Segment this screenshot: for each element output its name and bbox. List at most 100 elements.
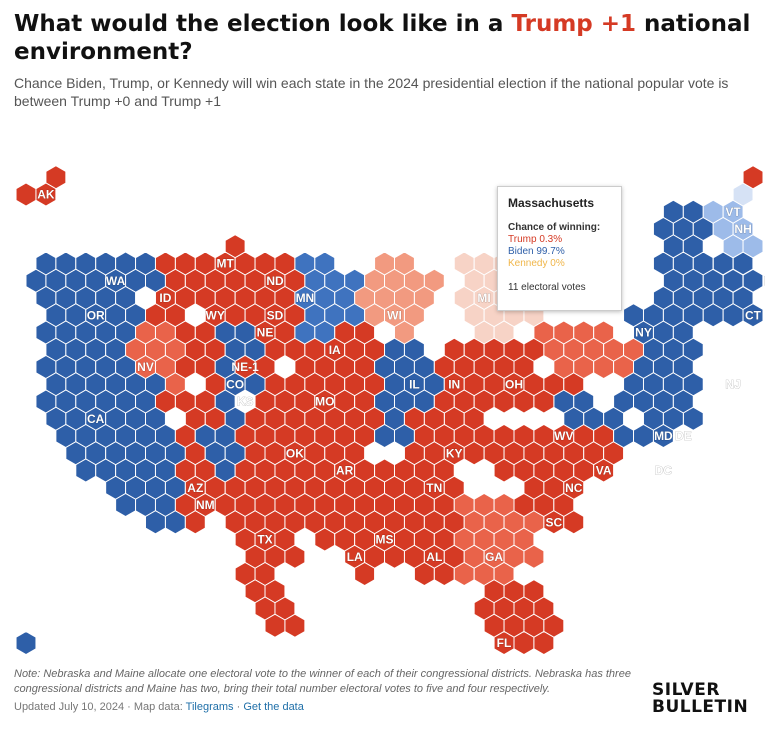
hex-tile[interactable] xyxy=(662,303,684,328)
hex-tile[interactable] xyxy=(553,458,575,483)
state-az[interactable] xyxy=(154,389,226,535)
state-nc[interactable] xyxy=(493,423,625,483)
hex-tile[interactable] xyxy=(672,354,694,380)
hex-tile[interactable] xyxy=(722,234,744,259)
hex-tile[interactable] xyxy=(573,354,595,380)
hex-tile[interactable] xyxy=(533,389,555,414)
hex-tile[interactable] xyxy=(284,613,306,638)
state-va[interactable] xyxy=(553,389,635,449)
hex-tile[interactable] xyxy=(493,389,515,414)
hex-tile[interactable] xyxy=(513,630,535,656)
hex-tile[interactable] xyxy=(35,182,57,207)
hex-tile[interactable] xyxy=(613,423,635,449)
hex-tile[interactable] xyxy=(314,527,336,552)
state-md[interactable] xyxy=(613,354,684,414)
hex-tile[interactable] xyxy=(354,561,376,587)
state-ar[interactable] xyxy=(314,441,366,518)
hex-tile[interactable] xyxy=(284,544,306,569)
state-nv[interactable] xyxy=(125,320,186,397)
state-ak[interactable] xyxy=(15,165,67,207)
state-or[interactable] xyxy=(35,303,147,362)
hex-tile[interactable] xyxy=(453,561,475,587)
hex-tile[interactable] xyxy=(682,406,704,431)
state-nh[interactable] xyxy=(702,199,764,259)
state-ny[interactable] xyxy=(623,234,734,328)
state-ga[interactable] xyxy=(453,492,545,587)
state-wv[interactable] xyxy=(533,372,585,414)
hex-tile[interactable] xyxy=(672,216,694,242)
state-ne[interactable] xyxy=(254,320,306,362)
hex-tile[interactable] xyxy=(384,544,405,569)
state-ct[interactable] xyxy=(722,285,764,328)
hex-tile[interactable] xyxy=(513,492,535,518)
state-la[interactable] xyxy=(314,510,386,587)
hex-tile[interactable] xyxy=(613,389,635,414)
hex-tile[interactable] xyxy=(234,354,256,380)
hex-tile[interactable] xyxy=(623,303,644,328)
hex-tile[interactable] xyxy=(553,354,575,380)
hex-tile[interactable] xyxy=(533,458,555,483)
hex-tile[interactable] xyxy=(533,630,555,656)
state-in[interactable] xyxy=(433,337,485,431)
hex-tile[interactable] xyxy=(652,216,674,242)
hex-tile[interactable] xyxy=(563,510,585,535)
state-ca[interactable] xyxy=(35,354,186,535)
hex-tile[interactable] xyxy=(513,389,535,414)
get-data-link[interactable]: Get the data xyxy=(243,701,304,713)
hex-tile[interactable] xyxy=(184,510,206,535)
hex-tile[interactable] xyxy=(682,303,704,328)
state-ok[interactable] xyxy=(234,423,326,483)
tilegrams-link[interactable]: Tilegrams xyxy=(185,701,234,713)
hex-tile[interactable] xyxy=(523,544,545,569)
hex-tile[interactable] xyxy=(463,441,485,466)
hex-tile[interactable] xyxy=(573,458,595,483)
state-vt[interactable] xyxy=(652,199,714,242)
state-ks[interactable] xyxy=(234,354,306,431)
state-de[interactable] xyxy=(672,372,704,431)
state-ut[interactable] xyxy=(174,320,226,397)
hex-tile[interactable] xyxy=(702,303,724,328)
hex-tile[interactable] xyxy=(722,303,744,328)
state-fl[interactable] xyxy=(473,579,565,656)
state-pa[interactable] xyxy=(533,320,644,380)
hex-tile[interactable] xyxy=(742,268,764,293)
hex-tile[interactable] xyxy=(174,354,196,380)
hex-tile[interactable] xyxy=(374,423,395,449)
state-oh[interactable] xyxy=(473,337,545,414)
hex-tile[interactable] xyxy=(742,234,764,259)
hex-tile[interactable] xyxy=(145,510,166,535)
state-nj[interactable] xyxy=(633,320,704,380)
state-wy[interactable] xyxy=(194,285,266,328)
state-al[interactable] xyxy=(413,510,465,587)
hex-tile[interactable] xyxy=(742,303,764,328)
state-ms[interactable] xyxy=(374,492,425,569)
hex-tile[interactable] xyxy=(15,630,37,656)
hex-tile[interactable] xyxy=(154,389,176,414)
hex-tile[interactable] xyxy=(115,492,137,518)
state-wi[interactable] xyxy=(354,251,445,345)
hex-tile[interactable] xyxy=(652,423,674,449)
state-dc[interactable] xyxy=(633,406,684,449)
state-ky[interactable] xyxy=(403,406,505,466)
hex-tile[interactable] xyxy=(593,458,615,483)
hex-tile[interactable] xyxy=(75,458,97,483)
state-hi[interactable] xyxy=(15,630,37,656)
hex-tile[interactable] xyxy=(642,303,664,328)
state-tx[interactable] xyxy=(214,475,346,638)
hex-tile[interactable] xyxy=(354,492,376,518)
hex-tile[interactable] xyxy=(513,458,535,483)
hex-tile[interactable] xyxy=(473,389,495,414)
hex-tile[interactable] xyxy=(642,337,664,362)
hex-tile[interactable] xyxy=(633,423,654,449)
hex-tile[interactable] xyxy=(364,303,386,328)
hex-tile[interactable] xyxy=(413,561,435,587)
state-ma[interactable] xyxy=(712,251,764,293)
hex-tile[interactable] xyxy=(145,303,166,328)
hex-tile[interactable] xyxy=(742,165,764,190)
state-mt[interactable] xyxy=(194,234,266,293)
hex-tile[interactable] xyxy=(722,268,744,293)
hex-tile[interactable] xyxy=(593,354,615,380)
state-me-2[interactable] xyxy=(742,165,764,190)
hex-tile[interactable] xyxy=(493,458,515,483)
state-wa[interactable] xyxy=(25,251,166,311)
